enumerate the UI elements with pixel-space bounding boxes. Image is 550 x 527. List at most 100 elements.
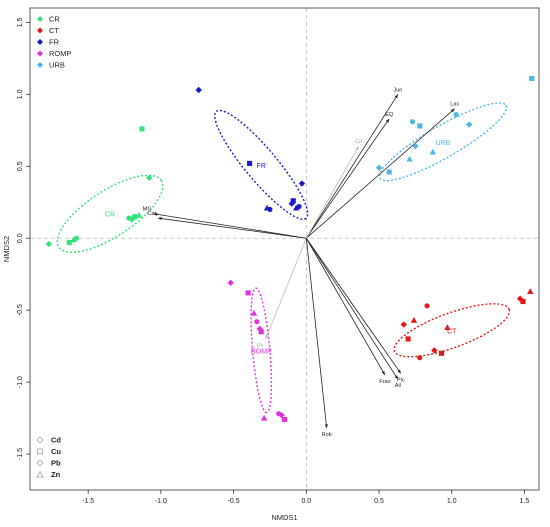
vector-arrowhead-cat: [157, 217, 162, 221]
point-urb: [412, 142, 419, 150]
shape-legend-marker-cu: [37, 448, 43, 455]
point-cr: [126, 215, 132, 221]
ellipse-label-fr: FR: [257, 163, 266, 170]
point-fr: [288, 200, 295, 207]
point-fr: [247, 160, 253, 166]
y-tick-label: -0.5: [17, 304, 24, 316]
ellipse-fr: [214, 109, 309, 220]
x-tick-label: -1.0: [155, 498, 167, 505]
ellipse-ct: [393, 303, 511, 358]
legend-marker-fr: [37, 39, 43, 45]
vector-label-cat: Cat: [147, 211, 156, 217]
point-urb: [409, 119, 416, 125]
vector-label-mg: MG: [143, 207, 152, 213]
shape-legend-marker-pb: [36, 459, 44, 467]
vector-cat: [157, 217, 307, 239]
shape-legend-label-cd: Cd: [51, 436, 61, 445]
point-ct: [431, 347, 438, 354]
y-tick-label: -1.0: [17, 376, 24, 388]
vector-label-pb: Pb: [257, 343, 264, 349]
shape-legend-label-zn: Zn: [51, 470, 61, 479]
point-urb: [429, 148, 437, 155]
vector-lav: [306, 108, 455, 239]
point-fr: [195, 86, 202, 94]
vector-cd: [305, 145, 360, 239]
vector-arrowhead-mg: [153, 212, 158, 216]
point-cr: [139, 126, 145, 132]
y-tick-label: -1.5: [17, 448, 24, 460]
legend-marker-romp: [37, 50, 43, 57]
ellipse-label-romp: ROMP: [251, 348, 272, 355]
ellipse-label-urb: URB: [436, 140, 451, 147]
point-cr: [73, 235, 80, 241]
vector-label-frax: Frax: [379, 379, 390, 385]
legend-marker-ct: [37, 27, 43, 34]
vector-arrowhead-cd: [355, 146, 359, 151]
point-romp: [227, 279, 234, 287]
vector-label-jun: Jun: [393, 87, 402, 93]
point-cr: [146, 174, 153, 181]
point-ct: [439, 350, 445, 356]
vector-arrowhead-eq: [385, 118, 390, 123]
x-tick-label: 0.0: [301, 498, 311, 505]
y-tick-label: 1.5: [17, 17, 24, 27]
point-cr: [132, 214, 138, 220]
vector-rob: [305, 238, 328, 429]
point-ct: [516, 295, 524, 302]
point-urb: [386, 169, 392, 175]
x-tick-label: -0.5: [228, 498, 240, 505]
legend-label-romp: ROMP: [49, 49, 72, 58]
point-romp: [250, 309, 258, 316]
vector-label-eq: EQ: [385, 112, 394, 118]
vector-arrowhead-rob: [324, 424, 328, 429]
point-fr: [296, 203, 302, 210]
ellipse-label-cr: CR: [105, 212, 115, 219]
x-axis-label: NMDS1: [271, 513, 297, 522]
x-tick-label: 1.5: [520, 498, 530, 505]
point-ct: [444, 324, 451, 330]
point-urb: [375, 164, 383, 171]
vector-arrowhead-lav: [450, 108, 455, 113]
point-fr: [292, 204, 300, 211]
ellipse-romp: [250, 287, 273, 414]
plot-frame: [29, 7, 540, 491]
shape-legend-marker-zn: [36, 470, 44, 478]
y-axis-label: NMDS2: [2, 236, 11, 262]
point-cr: [66, 239, 72, 246]
vector-label-cd: Cd: [355, 139, 362, 145]
legend-label-fr: FR: [49, 38, 60, 47]
point-ct: [410, 317, 418, 323]
point-ct: [417, 355, 423, 361]
vector-label-pic: Pic: [397, 377, 405, 383]
point-ct: [400, 321, 407, 328]
point-fr: [298, 180, 306, 187]
ellipse-urb: [378, 102, 508, 182]
point-urb: [465, 121, 473, 128]
point-cr: [135, 211, 143, 218]
vector-pic: [305, 237, 402, 374]
vector-ail: [305, 237, 399, 380]
point-fr: [290, 198, 296, 204]
ellipse-cr: [56, 174, 164, 253]
shape-legend-marker-cd: [37, 437, 43, 443]
vector-mg: [153, 213, 307, 239]
point-ct: [405, 336, 411, 342]
vector-label-ail: Ail: [395, 383, 401, 389]
point-romp: [258, 329, 264, 335]
point-romp: [260, 414, 268, 421]
vector-label-rob: Rob: [322, 432, 332, 438]
x-tick-label: 0.5: [374, 498, 384, 505]
y-tick-label: 0.0: [17, 233, 24, 243]
point-urb: [417, 123, 423, 129]
vector-arrowhead-frax: [381, 370, 385, 375]
point-ct: [424, 303, 430, 309]
y-tick-label: 1.0: [17, 89, 24, 99]
x-tick-label: -1.5: [82, 498, 94, 505]
shape-legend-label-cu: Cu: [51, 447, 61, 456]
point-fr: [267, 206, 273, 212]
vector-pb: [265, 238, 307, 340]
point-urb: [529, 75, 535, 82]
vector-arrowhead-pic: [397, 369, 401, 374]
